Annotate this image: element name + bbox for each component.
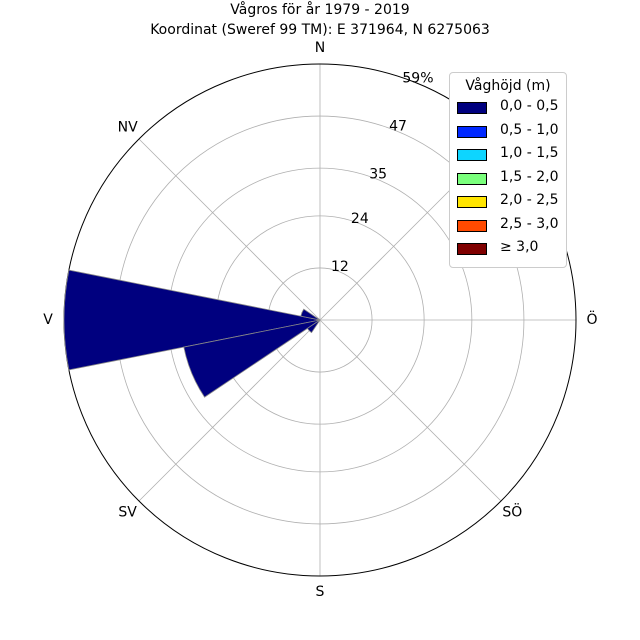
chart-title: Vågros för år 1979 - 2019 (230, 2, 410, 18)
chart-subtitle: Koordinat (Sweref 99 TM): E 371964, N 62… (150, 22, 490, 38)
spoke-line (319, 319, 502, 502)
direction-label: Ö (586, 310, 597, 328)
legend-label: 0,5 - 1,0 (500, 121, 559, 138)
legend-item: 2,0 - 2,5 (450, 191, 566, 215)
legend-label: 2,5 - 3,0 (500, 215, 559, 232)
legend-label: ≥ 3,0 (500, 239, 539, 255)
legend-swatch (457, 243, 487, 255)
legend-swatch (457, 149, 487, 161)
direction-label: V (43, 312, 53, 328)
radial-tick-label: 47 (389, 119, 407, 135)
legend-item: 1,0 - 1,5 (450, 144, 566, 168)
direction-label: SÖ (502, 502, 522, 520)
axis-labels: NNVVSVSSÖÖNÖ1224354759% (43, 40, 597, 600)
legend-item: 0,5 - 1,0 (450, 121, 566, 145)
direction-label: N (315, 40, 325, 56)
spoke-line (138, 319, 321, 502)
rose-sectors (63, 269, 321, 398)
rose-sector (300, 308, 321, 321)
spoke-line (138, 138, 321, 321)
rose-sector (63, 269, 321, 371)
chart-titles: Vågros för år 1979 - 2019 Koordinat (Swe… (0, 0, 640, 40)
legend-label: 1,0 - 1,5 (500, 145, 559, 161)
legend-item: 0,0 - 0,5 (450, 97, 566, 121)
direction-label: S (316, 584, 325, 600)
legend-item: 2,5 - 3,0 (450, 215, 566, 239)
radial-tick-label: 35 (369, 167, 387, 183)
legend-label: 0,0 - 0,5 (500, 98, 559, 114)
legend: Våghöjd (m) 0,0 - 0,5 0,5 - 1,0 1,0 - 1,5 1… (449, 72, 567, 268)
legend-items: 0,0 - 0,5 0,5 - 1,0 1,0 - 1,5 1,5 - 2,0 2,0 … (450, 97, 566, 262)
legend-item: ≥ 3,0 (450, 238, 566, 262)
legend-swatch (457, 102, 487, 114)
direction-label: SV (118, 504, 137, 520)
radial-tick-label: 24 (351, 211, 369, 227)
direction-label: NV (118, 120, 138, 136)
rose-sector (183, 319, 321, 398)
legend-swatch (457, 125, 487, 138)
legend-title: Våghöjd (m) (465, 78, 551, 94)
legend-swatch (457, 219, 487, 232)
rose-sector (306, 319, 321, 334)
legend-label: 1,5 - 2,0 (500, 168, 559, 185)
legend-item: 1,5 - 2,0 (450, 168, 566, 192)
legend-swatch (457, 172, 487, 185)
radial-tick-label: 12 (331, 259, 349, 275)
legend-swatch (457, 196, 487, 208)
radial-tick-label: 59% (402, 70, 433, 86)
legend-label: 2,0 - 2,5 (500, 192, 559, 208)
